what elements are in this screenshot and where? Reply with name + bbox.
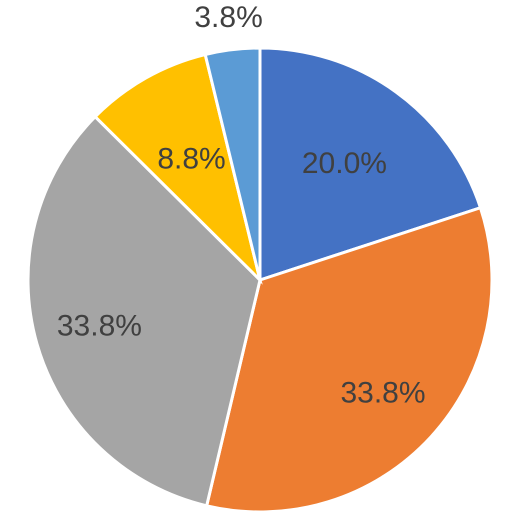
- pie-data-label: 33.8%: [57, 310, 142, 343]
- pie-slice: [26, 114, 262, 508]
- pie-data-label: 33.8%: [340, 377, 425, 410]
- pie-slice: [258, 46, 483, 283]
- pie-slice: [204, 205, 494, 514]
- pie-data-labels: 20.0% 33.8% 33.8% 8.8% 3.8%: [57, 1, 426, 410]
- pie-slices: [26, 46, 494, 514]
- pie-data-label: 8.8%: [157, 142, 225, 175]
- pie-data-label: 20.0%: [302, 147, 387, 180]
- pie-data-label: 3.8%: [194, 1, 262, 34]
- pie-slice: [203, 46, 262, 281]
